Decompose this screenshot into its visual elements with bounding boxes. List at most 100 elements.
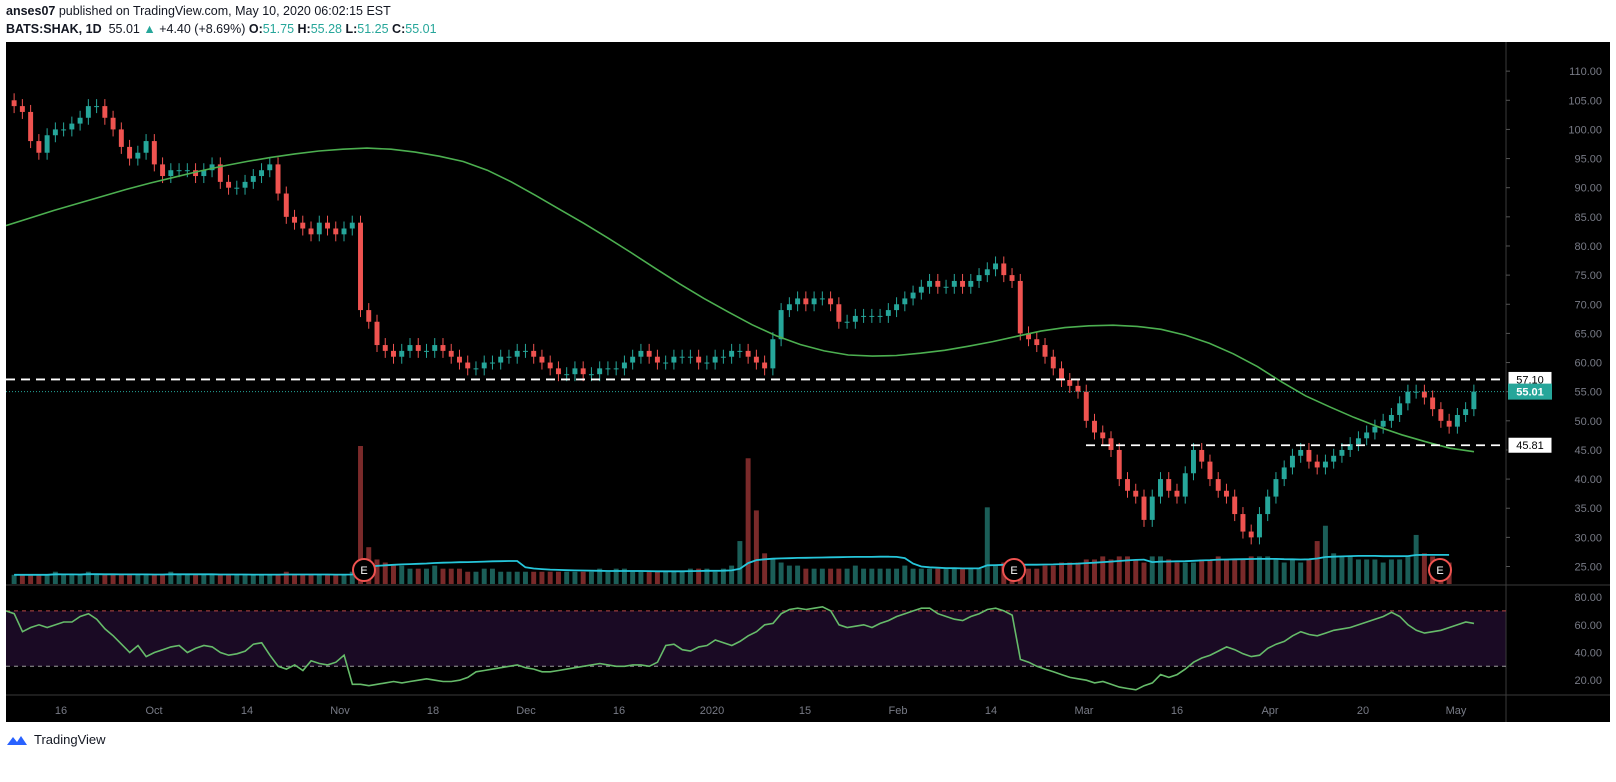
footer: TradingView (6, 732, 106, 747)
volume-bar (935, 568, 941, 584)
volume-bar (1059, 562, 1064, 584)
candle-body (663, 362, 669, 364)
candle-body (176, 170, 182, 172)
candle-body (993, 263, 999, 270)
candle-body (712, 356, 718, 363)
candle-body (242, 181, 248, 188)
volume-bar (1215, 556, 1221, 584)
candle-body (226, 181, 232, 188)
symbol-label[interactable]: BATS:SHAK, 1D (6, 22, 102, 36)
volume-bar (696, 568, 702, 584)
volume-bar (869, 568, 875, 584)
volume-bar (1133, 559, 1139, 584)
volume-bar (399, 565, 405, 584)
volume-bar (803, 568, 809, 584)
volume-bar (564, 571, 570, 584)
volume-bar (374, 559, 380, 584)
volume-bar (654, 571, 660, 584)
volume-bar (943, 568, 949, 584)
candle-body (1116, 449, 1122, 480)
volume-bar (135, 574, 141, 584)
volume-bar (1355, 559, 1361, 584)
candle-body (61, 129, 67, 131)
volume-bar (1413, 534, 1419, 584)
candle-body (424, 350, 429, 352)
price-tick-label: 50.00 (1574, 416, 1602, 428)
candle-body (1405, 391, 1411, 404)
time-tick-label: Dec (516, 705, 536, 717)
volume-bar (275, 574, 281, 584)
price-tick-label: 30.00 (1574, 532, 1602, 544)
candle-body (1009, 275, 1015, 281)
candle-body (943, 286, 949, 288)
volume-bar (1092, 559, 1097, 584)
volume-bar (1190, 562, 1196, 584)
volume-bar (1306, 559, 1312, 584)
volume-bar (1397, 559, 1403, 584)
time-tick-label: May (1446, 705, 1467, 717)
volume-bar (391, 565, 396, 584)
candle-body (77, 117, 83, 124)
candle-body (250, 176, 256, 182)
candle-body (201, 170, 207, 177)
earnings-marker-icon: E (352, 558, 376, 582)
candle-body (1430, 397, 1436, 410)
chart-svg[interactable]: 25.00 30.00 35.00 40.00 45.00 50.00 55.00 60.00… (6, 42, 1610, 722)
price-tick-label: 95.00 (1574, 154, 1602, 166)
volume-bar (1075, 562, 1081, 584)
brand-name[interactable]: TradingView (34, 732, 106, 747)
candle-body (555, 368, 561, 375)
volume-bar (1322, 525, 1328, 584)
volume-bar (786, 565, 792, 584)
chart-area[interactable]: 25.00 30.00 35.00 40.00 45.00 50.00 55.00 60.00… (6, 42, 1610, 722)
chart-header: anses07 published on TradingView.com, Ma… (6, 2, 437, 38)
candle-body (267, 164, 273, 171)
candle-body (325, 222, 330, 229)
candle-body (811, 298, 817, 305)
candle-body (621, 362, 627, 369)
volume-bar (498, 571, 504, 584)
candle-body (935, 280, 941, 287)
candle-body (597, 368, 603, 375)
volume-bar (555, 571, 561, 584)
volume-bar (630, 571, 636, 584)
candle-body (1075, 385, 1081, 392)
volume-bar (465, 571, 471, 584)
candle-body (94, 106, 100, 108)
candle-body (1306, 449, 1312, 462)
time-tick-label: 15 (799, 705, 811, 717)
volume-bar (918, 568, 924, 584)
volume-bar (984, 507, 990, 584)
author-name[interactable]: anses07 (6, 4, 56, 18)
candle-body (382, 345, 388, 351)
price-tick-label: 70.00 (1574, 299, 1602, 311)
volume-bar (795, 565, 801, 584)
volume-bar (753, 510, 759, 584)
candle-body (1463, 409, 1469, 415)
volume-bar (894, 568, 900, 584)
candle-body (1438, 409, 1444, 421)
candle-body (1026, 333, 1032, 340)
volume-bar (1166, 559, 1172, 584)
time-tick-label: Nov (330, 705, 350, 717)
candle-body (696, 356, 702, 363)
volume-bar (1182, 562, 1188, 584)
candle-body (753, 356, 759, 363)
earnings-marker-label: E (1010, 565, 1017, 577)
candle-body (968, 280, 974, 287)
volume-bar (638, 571, 644, 584)
volume-bar (572, 571, 578, 584)
candle-body (1125, 479, 1130, 491)
volume-bar (1347, 556, 1353, 584)
candle-body (976, 275, 982, 281)
volume-bar (737, 541, 743, 584)
candle-body (275, 164, 281, 194)
volume-bar (226, 574, 232, 584)
volume-bar (234, 574, 240, 584)
rsi-tick-label: 80.00 (1574, 592, 1602, 604)
candle-body (770, 339, 776, 369)
volume-bar (927, 568, 933, 584)
candle-body (1256, 514, 1262, 538)
volume-bar (415, 568, 421, 584)
candle-body (1454, 414, 1460, 427)
